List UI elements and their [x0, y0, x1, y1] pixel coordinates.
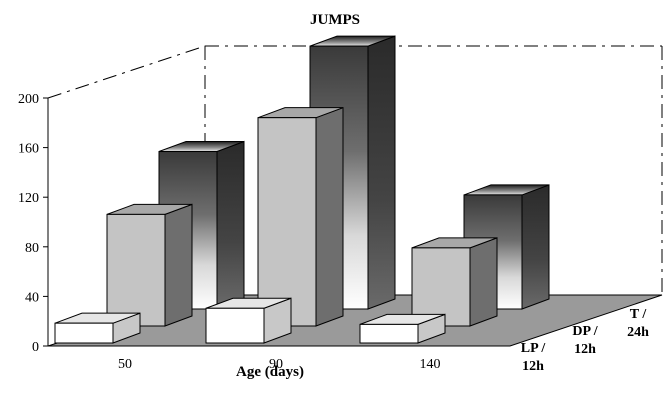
y-tick-label: 0 — [32, 340, 39, 355]
left-wall-top-edge — [47, 45, 206, 99]
x-axis-label: Age (days) — [236, 364, 304, 380]
x-tick-label: 140 — [420, 357, 441, 372]
bar — [411, 237, 498, 327]
series-label: DP /12h — [572, 324, 598, 357]
y-tick-label: 40 — [25, 290, 39, 305]
series-labels: LP /12h DP /12h T /24h — [521, 307, 649, 374]
y-tick-label: 160 — [18, 142, 39, 157]
bar — [257, 106, 344, 327]
chart-title: JUMPS — [310, 12, 360, 28]
y-tick-label: 200 — [18, 92, 39, 107]
x-tick-label: 90 — [269, 357, 283, 372]
x-axis-tick-labels: 50 90 140 — [118, 357, 441, 372]
y-tick-label: 120 — [18, 191, 39, 206]
y-tick-label: 80 — [25, 241, 39, 256]
y-axis: 0 40 80 120 160 200 — [18, 92, 48, 355]
bar — [106, 203, 193, 327]
bar — [54, 312, 141, 344]
series-label: LP /12h — [521, 341, 547, 374]
bar — [359, 313, 446, 344]
bars — [54, 35, 550, 344]
bar — [205, 297, 292, 344]
x-tick-label: 50 — [118, 357, 132, 372]
series-label: T /24h — [627, 307, 649, 340]
